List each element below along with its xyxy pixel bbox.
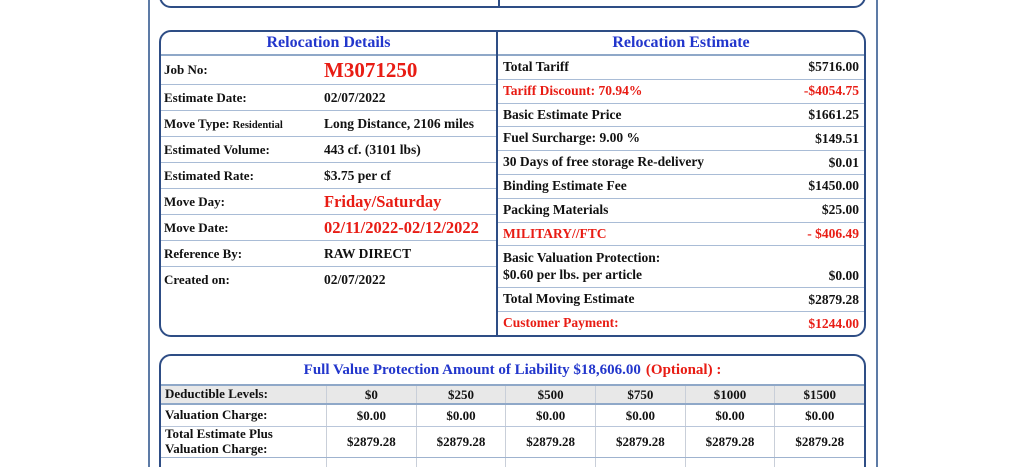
detail-row-estimated-volume: Estimated Volume: 443 cf. (3101 lbs)	[161, 137, 496, 163]
estimate-row-total-moving-estimate: Total Moving Estimate $2879.28	[498, 288, 864, 313]
detail-value: $3.75 per cf	[324, 167, 391, 183]
move-date-value: 02/11/2022-02/12/2022	[324, 217, 479, 237]
estimate-row-customer-payment: Customer Payment: $1244.00	[503, 315, 859, 331]
detail-label: Move Date:	[164, 219, 229, 235]
fvp-row-total-estimate-plus: Total Estimate Plus Valuation Charge: $2…	[161, 426, 864, 458]
detail-value: RAW DIRECT	[324, 245, 412, 261]
relocation-details-section: Relocation Details Job No: M3071250 Esti…	[161, 32, 498, 335]
estimate-row-free-storage: 30 Days of free storage Re-delivery $0.0…	[498, 151, 864, 175]
detail-row-estimate-date: Estimate Date: 02/07/2022	[161, 85, 496, 111]
estimate-row-basic-estimate-price: Basic Estimate Price $1661.25	[498, 104, 864, 128]
relocation-estimate-section: Relocation Estimate Total Tariff $5716.0…	[498, 32, 864, 335]
fvp-row-partial	[161, 458, 864, 467]
fvp-header-label: Deductible Levels:	[161, 386, 327, 403]
estimate-row-fuel-surcharge: Fuel Surcharge: 9.00 % $149.51	[498, 127, 864, 152]
relocation-estimate-title: Relocation Estimate	[498, 32, 864, 56]
full-value-protection-panel: Full Value Protection Amount of Liabilit…	[159, 354, 866, 467]
top-panel-divider	[498, 0, 500, 6]
estimate-row-military-ftc: MILITARY//FTC - $406.49	[498, 223, 864, 247]
detail-row-reference-by: Reference By: RAW DIRECT	[161, 241, 496, 267]
detail-value: 02/07/2022	[324, 272, 386, 287]
estimate-row-tariff-discount: Tariff Discount: 70.94% -$4054.75	[498, 80, 864, 104]
estimate-panel: Relocation Details Job No: M3071250 Esti…	[159, 30, 866, 337]
estimate-row-total-tariff: Total Tariff $5716.00	[498, 56, 864, 80]
detail-label: Estimate Date:	[164, 89, 247, 105]
detail-row-move-day: Move Day: Friday/Saturday	[161, 189, 496, 215]
detail-label: Estimated Rate:	[164, 167, 254, 183]
fvp-header-row: Deductible Levels: $0 $250 $500 $750 $10…	[161, 384, 864, 405]
fvp-title-optional: (Optional) :	[645, 361, 722, 378]
move-day-value: Friday/Saturday	[324, 191, 442, 211]
detail-value: 02/07/2022	[324, 89, 386, 105]
estimate-row-basic-valuation: Basic Valuation Protection: $0.60 per lbs…	[498, 246, 864, 289]
move-type-subtype: Residential	[232, 119, 283, 131]
detail-row-created-on: Created on: 02/07/2022	[161, 267, 496, 293]
detail-label: Reference By:	[164, 245, 243, 261]
detail-label: Job No:	[164, 62, 208, 77]
detail-row-move-type: Move Type: Residential Long Distance, 210…	[161, 111, 496, 137]
detail-row-job-no: Job No: M3071250	[161, 56, 496, 85]
detail-label: Created on:	[164, 272, 230, 287]
detail-row-estimated-rate: Estimated Rate: $3.75 per cf	[161, 163, 496, 189]
job-number-value: M3071250	[324, 57, 418, 82]
fvp-table: Deductible Levels: $0 $250 $500 $750 $10…	[161, 384, 864, 467]
estimate-row-binding-fee: Binding Estimate Fee $1450.00	[498, 175, 864, 199]
fvp-title-main: Full Value Protection Amount of Liabilit…	[303, 361, 641, 378]
relocation-details-title: Relocation Details	[161, 32, 496, 56]
detail-label: Move Type: Residential	[164, 115, 283, 131]
estimate-row-packing-materials: Packing Materials $25.00	[498, 199, 864, 223]
page-frame	[148, 0, 878, 467]
detail-row-move-date: Move Date: 02/11/2022-02/12/2022	[161, 215, 496, 241]
detail-value: 443 cf. (3101 lbs)	[324, 141, 421, 157]
fvp-row-valuation-charge: Valuation Charge: $0.00 $0.00 $0.00 $0.0…	[161, 405, 864, 427]
detail-label: Estimated Volume:	[164, 141, 270, 157]
detail-value: Long Distance, 2106 miles	[324, 115, 474, 131]
top-cutoff-panel	[159, 0, 866, 8]
detail-label: Move Day:	[164, 193, 226, 209]
fvp-title: Full Value Protection Amount of Liabilit…	[161, 356, 864, 384]
